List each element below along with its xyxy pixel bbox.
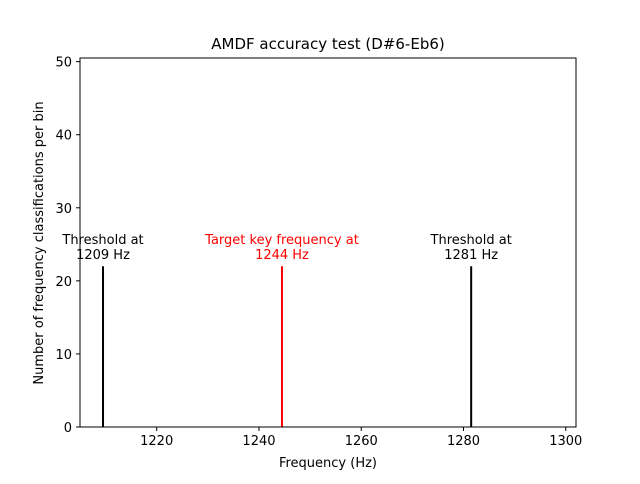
vertical-line-3-label: 1281 Hz bbox=[444, 248, 498, 263]
x-tick-label: 1280 bbox=[447, 434, 480, 449]
y-axis-ticks: 0 10 20 30 40 50 bbox=[55, 56, 80, 436]
vertical-line-1-label: Threshold at bbox=[61, 233, 143, 248]
y-tick-label: 30 bbox=[55, 202, 72, 217]
axes-frame bbox=[79, 57, 577, 428]
x-tick-label: 1260 bbox=[345, 434, 378, 449]
vertical-line-2-label: Target key frequency at bbox=[204, 233, 359, 248]
x-tick-label: 1220 bbox=[140, 434, 173, 449]
x-tick-label: 1240 bbox=[242, 434, 275, 449]
y-tick-label: 20 bbox=[55, 275, 72, 290]
y-tick-label: 10 bbox=[55, 348, 72, 363]
x-axis-label: Frequency (Hz) bbox=[279, 456, 377, 471]
y-tick-label: 0 bbox=[64, 421, 72, 436]
vertical-line-3-label: Threshold at bbox=[430, 233, 512, 248]
chart-title: AMDF accuracy test (D#6-Eb6) bbox=[211, 35, 445, 53]
x-tick-label: 1300 bbox=[549, 434, 582, 449]
y-axis-label: Number of frequency classifications per … bbox=[32, 101, 47, 384]
y-tick-label: 40 bbox=[55, 129, 72, 144]
vertical-line-2-label: 1244 Hz bbox=[255, 248, 309, 263]
y-tick-label: 50 bbox=[55, 56, 72, 71]
vertical-line-1-label: 1209 Hz bbox=[76, 248, 130, 263]
x-axis-ticks: 1220 1240 1260 1280 1300 bbox=[140, 427, 582, 449]
